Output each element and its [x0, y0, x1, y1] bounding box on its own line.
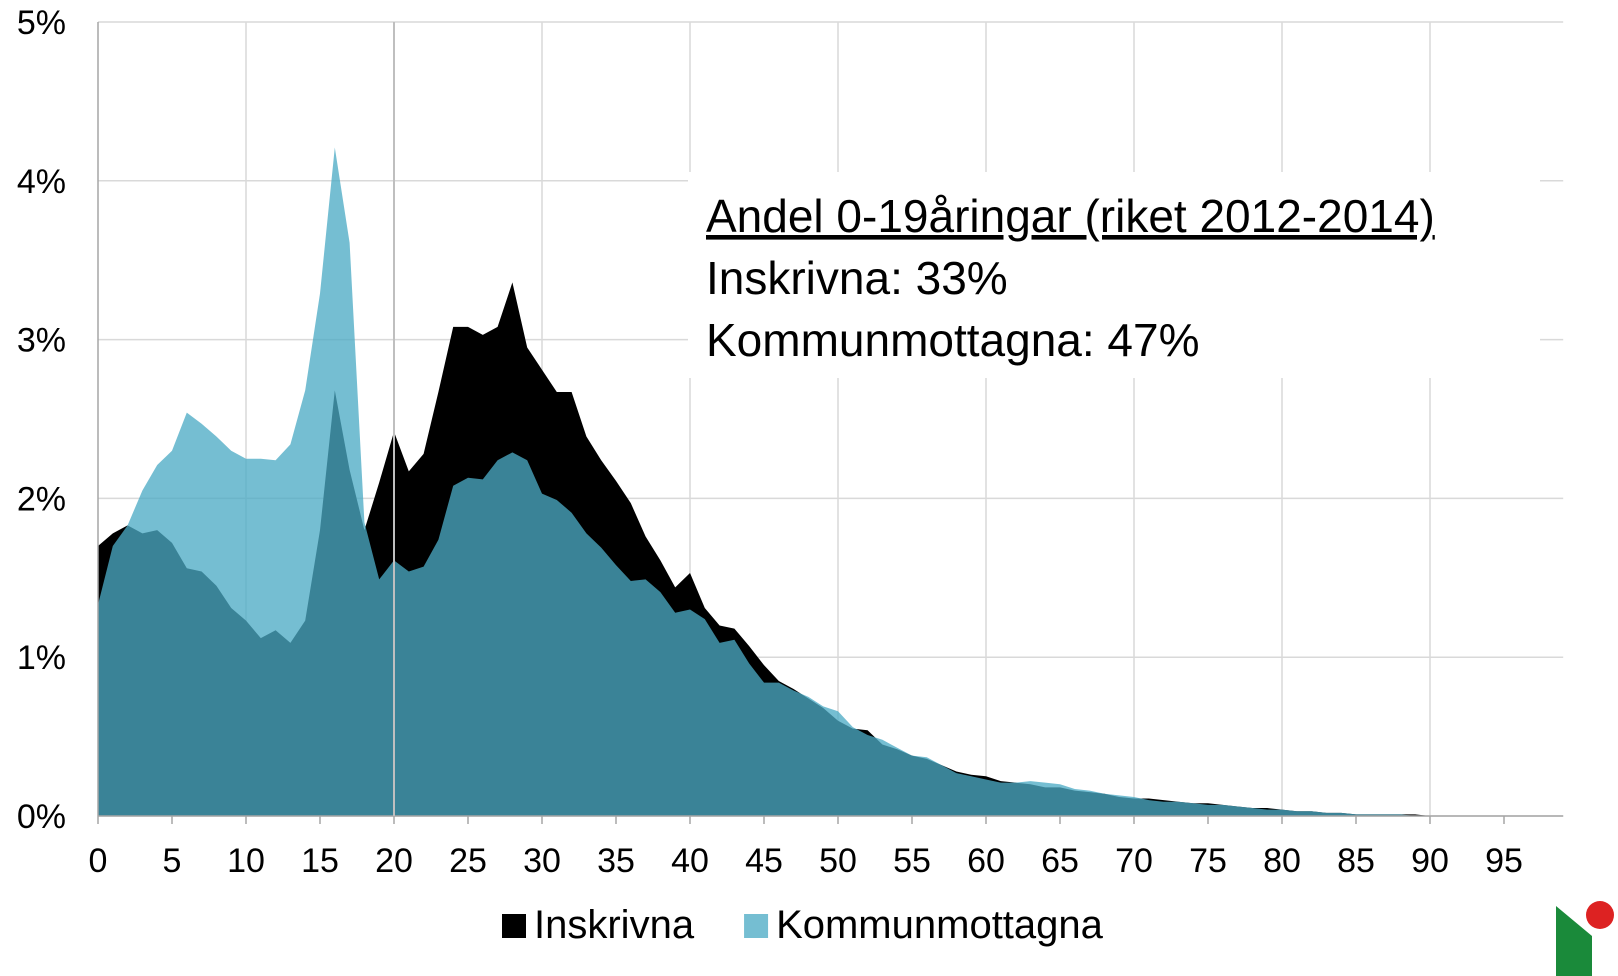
- logo-shape: [1556, 906, 1592, 976]
- y-tick-label: 5%: [17, 4, 66, 42]
- legend-swatch: [744, 914, 769, 938]
- x-tick-label: 40: [671, 842, 709, 880]
- logo-shape: [1586, 901, 1614, 929]
- legend-label: Kommunmottagna: [776, 903, 1104, 947]
- x-tick-label: 10: [227, 842, 265, 880]
- y-tick-label: 2%: [17, 480, 66, 518]
- x-tick-label: 75: [1189, 842, 1227, 880]
- x-tick-label: 0: [89, 842, 108, 880]
- x-tick-label: 25: [449, 842, 487, 880]
- axes: 0% 1% 2% 3% 4% 5% 0 5 10 15 20 25 30 35 40 45 50 55 60 65 70…: [17, 4, 1564, 880]
- x-tick-label: 95: [1485, 842, 1523, 880]
- annotation-text: Inskrivna: 33%: [706, 252, 1008, 304]
- x-tick-label: 30: [523, 842, 561, 880]
- annotation: Andel 0-19åringar (riket 2012-2014) Inskr…: [688, 172, 1540, 378]
- y-tick-label: 4%: [17, 163, 66, 201]
- x-tick-label: 60: [967, 842, 1005, 880]
- x-tick-label: 35: [597, 842, 635, 880]
- legend-swatch: [502, 914, 526, 938]
- annotation-text: Andel 0-19åringar (riket 2012-2014): [706, 190, 1435, 242]
- x-tick-label: 50: [819, 842, 857, 880]
- annotation-box: [688, 172, 1540, 378]
- logo: [1556, 901, 1614, 976]
- x-tick-label: 55: [893, 842, 931, 880]
- x-tick-label: 15: [301, 842, 339, 880]
- x-tick-label: 20: [375, 842, 413, 880]
- y-tick-label: 0%: [17, 798, 66, 836]
- legend-label: Inskrivna: [534, 903, 695, 947]
- legend: Inskrivna Kommunmottagna: [502, 903, 1104, 947]
- y-tick-label: 3%: [17, 322, 66, 360]
- y-tick-label: 1%: [17, 639, 66, 677]
- x-tick-label: 45: [745, 842, 783, 880]
- annotation-text: Kommunmottagna: 47%: [706, 314, 1200, 366]
- x-tick-label: 80: [1263, 842, 1301, 880]
- x-tick-label: 85: [1337, 842, 1375, 880]
- area: [98, 147, 1564, 816]
- x-tick-label: 90: [1411, 842, 1449, 880]
- x-tick-label: 70: [1115, 842, 1153, 880]
- x-tick-label: 5: [163, 842, 182, 880]
- areas: [98, 147, 1564, 816]
- x-tick-label: 65: [1041, 842, 1079, 880]
